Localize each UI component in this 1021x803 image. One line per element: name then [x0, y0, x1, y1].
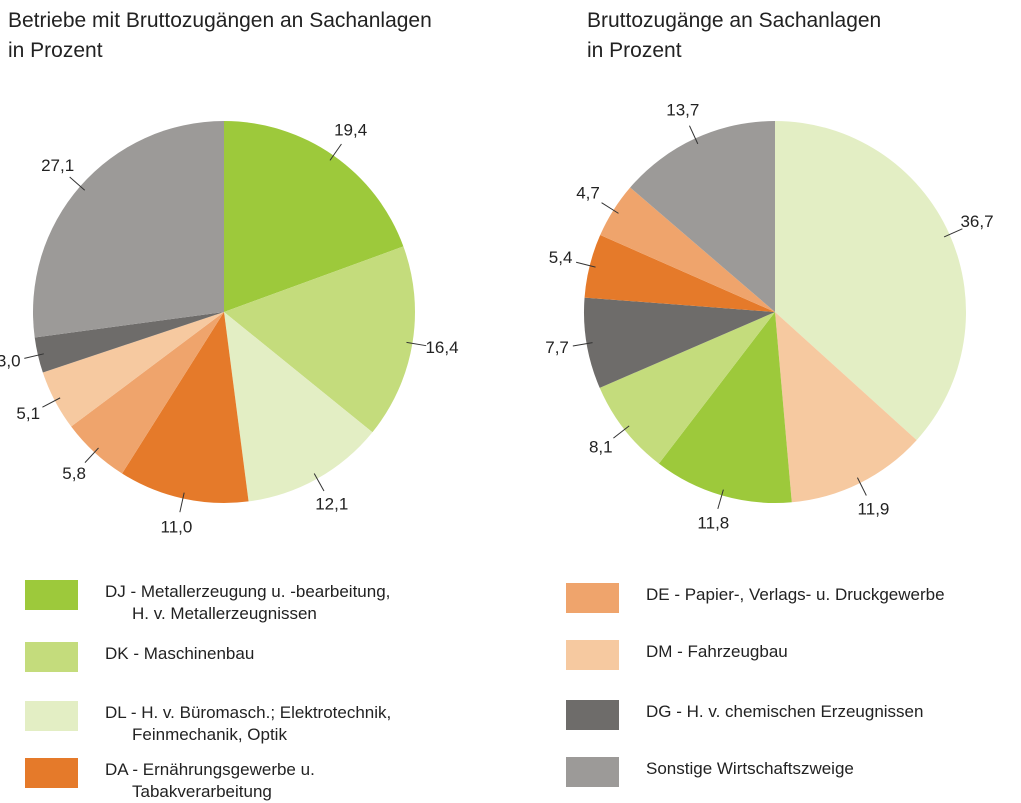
- leader-line: [601, 202, 619, 214]
- legend-item: DM - Fahrzeugbau: [566, 640, 788, 670]
- leader-line: [717, 489, 724, 509]
- leader-line: [613, 425, 630, 439]
- pie-slice: [224, 121, 404, 312]
- pie-slice: [42, 312, 225, 427]
- pie-slice: [584, 297, 775, 388]
- chart-title: Bruttozugänge an Sachanlagen in Prozent: [587, 9, 882, 62]
- data-label: 13,7: [666, 101, 699, 120]
- leader-line: [84, 447, 99, 463]
- data-label: 5,1: [16, 404, 40, 423]
- chart-title: Betriebe mit Bruttozugängen an Sachanlag…: [8, 9, 432, 62]
- legend-swatch: [25, 701, 78, 731]
- data-label: 36,7: [960, 212, 993, 231]
- legend-label: Sonstige Wirtschaftszweige: [646, 759, 854, 778]
- data-label: 27,1: [41, 156, 74, 175]
- leader-line: [856, 477, 867, 496]
- legend-swatch: [566, 640, 619, 670]
- data-label: 8,1: [589, 437, 613, 456]
- leader-line: [689, 125, 699, 145]
- legend-label: DG - H. v. chemischen Erzeugnissen: [646, 702, 924, 721]
- data-label: 19,4: [334, 120, 367, 139]
- leader-line: [329, 143, 342, 161]
- leader-line: [576, 261, 596, 268]
- data-label: 3,0: [0, 351, 21, 370]
- data-label: 5,4: [549, 248, 573, 267]
- leader-line: [69, 176, 86, 191]
- pie-slice: [599, 312, 775, 464]
- pie-slice: [32, 121, 224, 338]
- pie-slice: [224, 246, 415, 433]
- pie-slice: [775, 312, 917, 503]
- charts: 19,4 16,4 12,1 11,0 5,8 5,1 3,0 27,1 36,7 11,9 11,…: [0, 101, 994, 537]
- leader-line: [24, 353, 44, 359]
- pie-slice: [775, 121, 967, 441]
- pie-slice: [600, 187, 775, 312]
- legend-item: DK - Maschinenbau: [25, 642, 254, 672]
- pie-slice: [658, 312, 792, 503]
- legend-label: DM - Fahrzeugbau: [646, 642, 788, 661]
- legend-label: DA - Ernährungsgewerbe u. Tabakverarbeit…: [105, 760, 315, 801]
- data-label: 16,4: [425, 338, 458, 357]
- data-label: 11,9: [858, 499, 890, 518]
- legend-item: DJ - Metallerzeugung u. -bearbeitung, H.…: [25, 580, 390, 625]
- pie-slice: [584, 235, 775, 312]
- leader-line: [42, 397, 61, 408]
- legend-item: DA - Ernährungsgewerbe u. Tabakverarbeit…: [25, 758, 315, 803]
- data-label: 11,8: [697, 514, 729, 533]
- legend-item: DL - H. v. Büromasch.; Elektrotechnik, F…: [25, 701, 391, 746]
- data-label: 7,7: [545, 338, 569, 357]
- leader-line: [572, 342, 593, 347]
- pie-slice: [34, 312, 225, 373]
- data-label: 11,0: [161, 517, 193, 536]
- legend-swatch: [25, 758, 78, 788]
- pie-slice: [71, 312, 225, 474]
- legend-label: DJ - Metallerzeugung u. -bearbeitung, H.…: [105, 582, 391, 623]
- legend-label: DK - Maschinenbau: [105, 644, 255, 663]
- leader-line: [943, 228, 963, 238]
- pie-slice: [630, 121, 775, 312]
- legend-label: DL - H. v. Büromasch.; Elektrotechnik, F…: [105, 703, 392, 744]
- legend-swatch: [566, 583, 619, 613]
- legend-item: DE - Papier-, Verlags- u. Druckgewerbe: [566, 583, 945, 613]
- legend-label: DE - Papier-, Verlags- u. Druckgewerbe: [646, 585, 945, 604]
- data-label: 4,7: [576, 184, 600, 203]
- leader-line: [406, 341, 427, 347]
- legend-swatch: [566, 700, 619, 730]
- data-label: 5,8: [62, 464, 86, 483]
- legend-swatch: [25, 642, 78, 672]
- legend-swatch: [566, 757, 619, 787]
- pie-slice: [122, 312, 249, 503]
- leader-line: [313, 473, 325, 492]
- data-label: 12,1: [315, 494, 348, 513]
- legend-swatch: [25, 580, 78, 610]
- pie-slice: [224, 312, 373, 502]
- legend-item: Sonstige Wirtschaftszweige: [566, 757, 854, 787]
- leader-line: [179, 492, 185, 513]
- legend-item: DG - H. v. chemischen Erzeugnissen: [566, 700, 923, 730]
